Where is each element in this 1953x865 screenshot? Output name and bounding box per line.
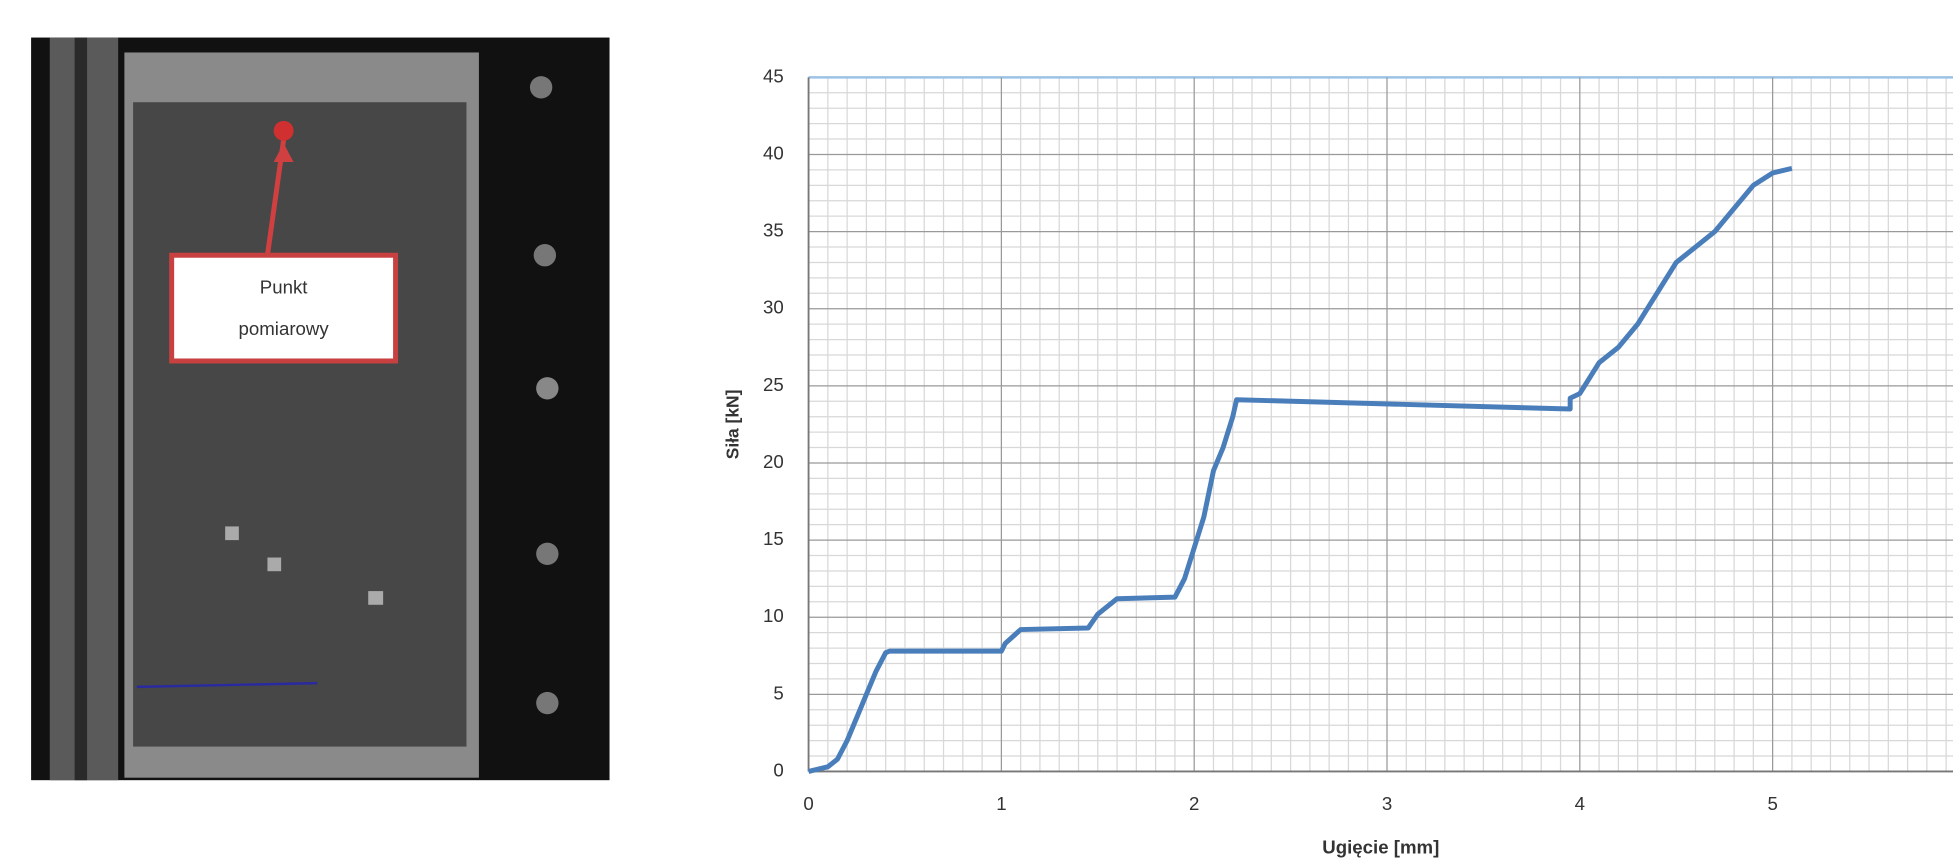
- x-tick-label: 0: [803, 793, 813, 814]
- annotation-text: pomiarowy: [239, 318, 330, 339]
- y-tick-label: 20: [763, 451, 784, 472]
- annotation-box: [169, 252, 399, 364]
- data-line: [807, 165, 1793, 774]
- axis-arrow: [136, 681, 318, 689]
- x-tick-label: 2: [1189, 793, 1199, 814]
- chart: Ugięcie [mm] Siła [kN] 05101520253035404…: [723, 65, 1953, 858]
- marker: [225, 526, 239, 541]
- y-tick-label: 45: [763, 65, 784, 86]
- x-tick-label: 1: [996, 793, 1006, 814]
- y-tick-label: 5: [773, 682, 783, 703]
- bolt: [536, 542, 559, 565]
- frame-rail-groove: [74, 37, 88, 781]
- bolt: [533, 244, 557, 267]
- x-tick-label: 5: [1767, 793, 1777, 814]
- x-tick-label: 3: [1382, 793, 1392, 814]
- marker: [368, 591, 384, 605]
- bolt: [536, 691, 559, 715]
- y-tick-label: 40: [763, 142, 784, 163]
- measurement-point: [273, 120, 294, 141]
- y-tick-label: 35: [763, 220, 784, 241]
- y-tick-label: 25: [763, 374, 784, 395]
- y-tick-label: 0: [773, 759, 783, 780]
- annotation-arrowhead: [273, 143, 294, 162]
- x-tick-label: 4: [1575, 793, 1585, 814]
- y-tick-label: 15: [763, 528, 784, 549]
- marker: [267, 557, 282, 572]
- bolt: [529, 76, 553, 99]
- y-tick-label: 10: [763, 605, 784, 626]
- annotation-text: Punkt: [260, 277, 308, 298]
- specimen: [133, 102, 467, 747]
- photo: Punkt pomiarowy: [31, 37, 610, 781]
- y-axis-label: Siła [kN]: [723, 390, 743, 460]
- bolt: [536, 377, 559, 400]
- x-axis-label: Ugięcie [mm]: [1322, 837, 1439, 858]
- y-tick-label: 30: [763, 297, 784, 318]
